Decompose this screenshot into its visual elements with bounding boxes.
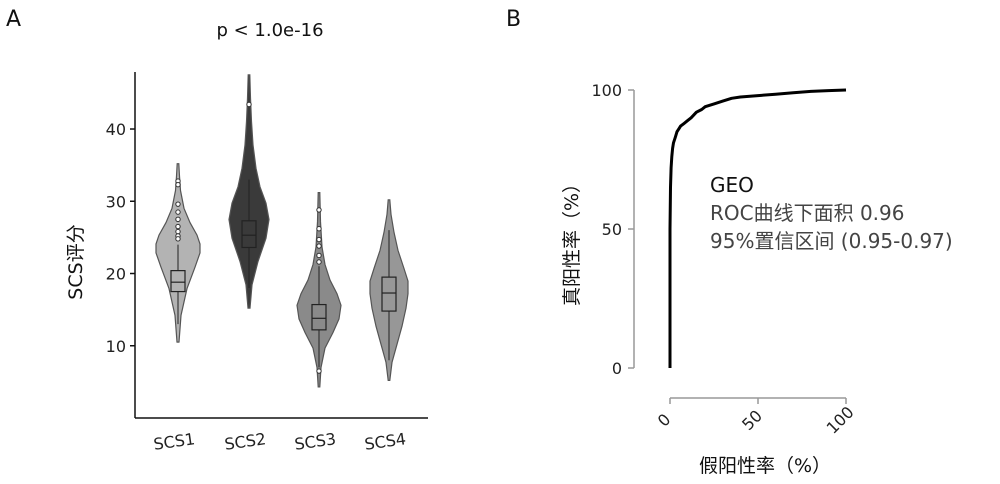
violin-box-scs3 <box>311 303 327 331</box>
violin-outlier <box>175 223 181 230</box>
violin-box-scs4 <box>381 276 397 312</box>
violin-ytick-label: 30 <box>106 192 126 211</box>
violin-outlier <box>175 236 181 242</box>
roc-legend-title: GEO <box>710 173 754 197</box>
violin-box-scs2 <box>241 220 257 249</box>
violin-xtick-scs3: SCS3 <box>293 429 337 454</box>
roc-x-ticks: 0 50 100 <box>654 398 858 438</box>
roc-xtick-label: 50 <box>738 406 766 434</box>
panel-label-b: B <box>506 7 521 32</box>
violin-outlier <box>175 181 181 188</box>
violin-bodies <box>155 74 409 388</box>
roc-ytick-label: 0 <box>612 359 622 378</box>
roc-xlabel: 假阳性率（%） <box>699 455 831 477</box>
violin-outlier <box>316 207 322 213</box>
violin-body-scs4 <box>369 199 409 382</box>
violin-xtick-scs2: SCS2 <box>223 429 267 454</box>
roc-xtick-label: 0 <box>654 410 675 431</box>
violin-outlier <box>316 252 322 259</box>
panel-label-a: A <box>6 7 21 32</box>
violin-box-scs1 <box>170 270 186 293</box>
violin-x-ticks: SCS1 SCS2 SCS3 SCS4 <box>152 429 407 454</box>
roc-ci-text: 95%置信区间 (0.95-0.97) <box>710 229 953 253</box>
roc-ytick-label: 50 <box>602 220 622 239</box>
violin-ylabel: SCS评分 <box>65 224 87 299</box>
violin-xtick-scs1: SCS1 <box>152 429 196 454</box>
violin-outlier <box>175 209 181 215</box>
violin-outlier <box>316 236 322 243</box>
roc-ytick-label: 100 <box>591 81 622 100</box>
violin-outlier <box>175 216 181 223</box>
violin-outlier <box>316 226 322 232</box>
violin-ytick-label: 10 <box>106 337 126 356</box>
violin-ytick-label: 20 <box>106 265 126 284</box>
violin-outlier <box>175 201 181 207</box>
violin-outlier <box>316 243 322 249</box>
roc-ylabel: 真阳性率（%） <box>561 174 583 306</box>
violin-outlier <box>175 228 181 235</box>
violin-outlier <box>316 259 322 265</box>
roc-chart: 真阳性率（%） 假阳性率（%） 0 50 100 0 50 100 GEO ROC曲线下… <box>561 81 953 477</box>
roc-xtick-label: 100 <box>823 403 858 438</box>
roc-auc-text: ROC曲线下面积 0.96 <box>710 201 905 225</box>
roc-y-ticks: 0 50 100 <box>591 81 634 378</box>
violin-ytick-label: 40 <box>106 120 126 139</box>
violin-y-ticks: 10 20 30 40 <box>106 120 135 356</box>
roc-curve <box>668 88 847 368</box>
violin-outlier <box>316 368 322 374</box>
violin-xtick-scs4: SCS4 <box>363 429 407 454</box>
violin-title: p < 1.0e-16 <box>216 20 323 41</box>
violin-outlier <box>246 101 252 108</box>
